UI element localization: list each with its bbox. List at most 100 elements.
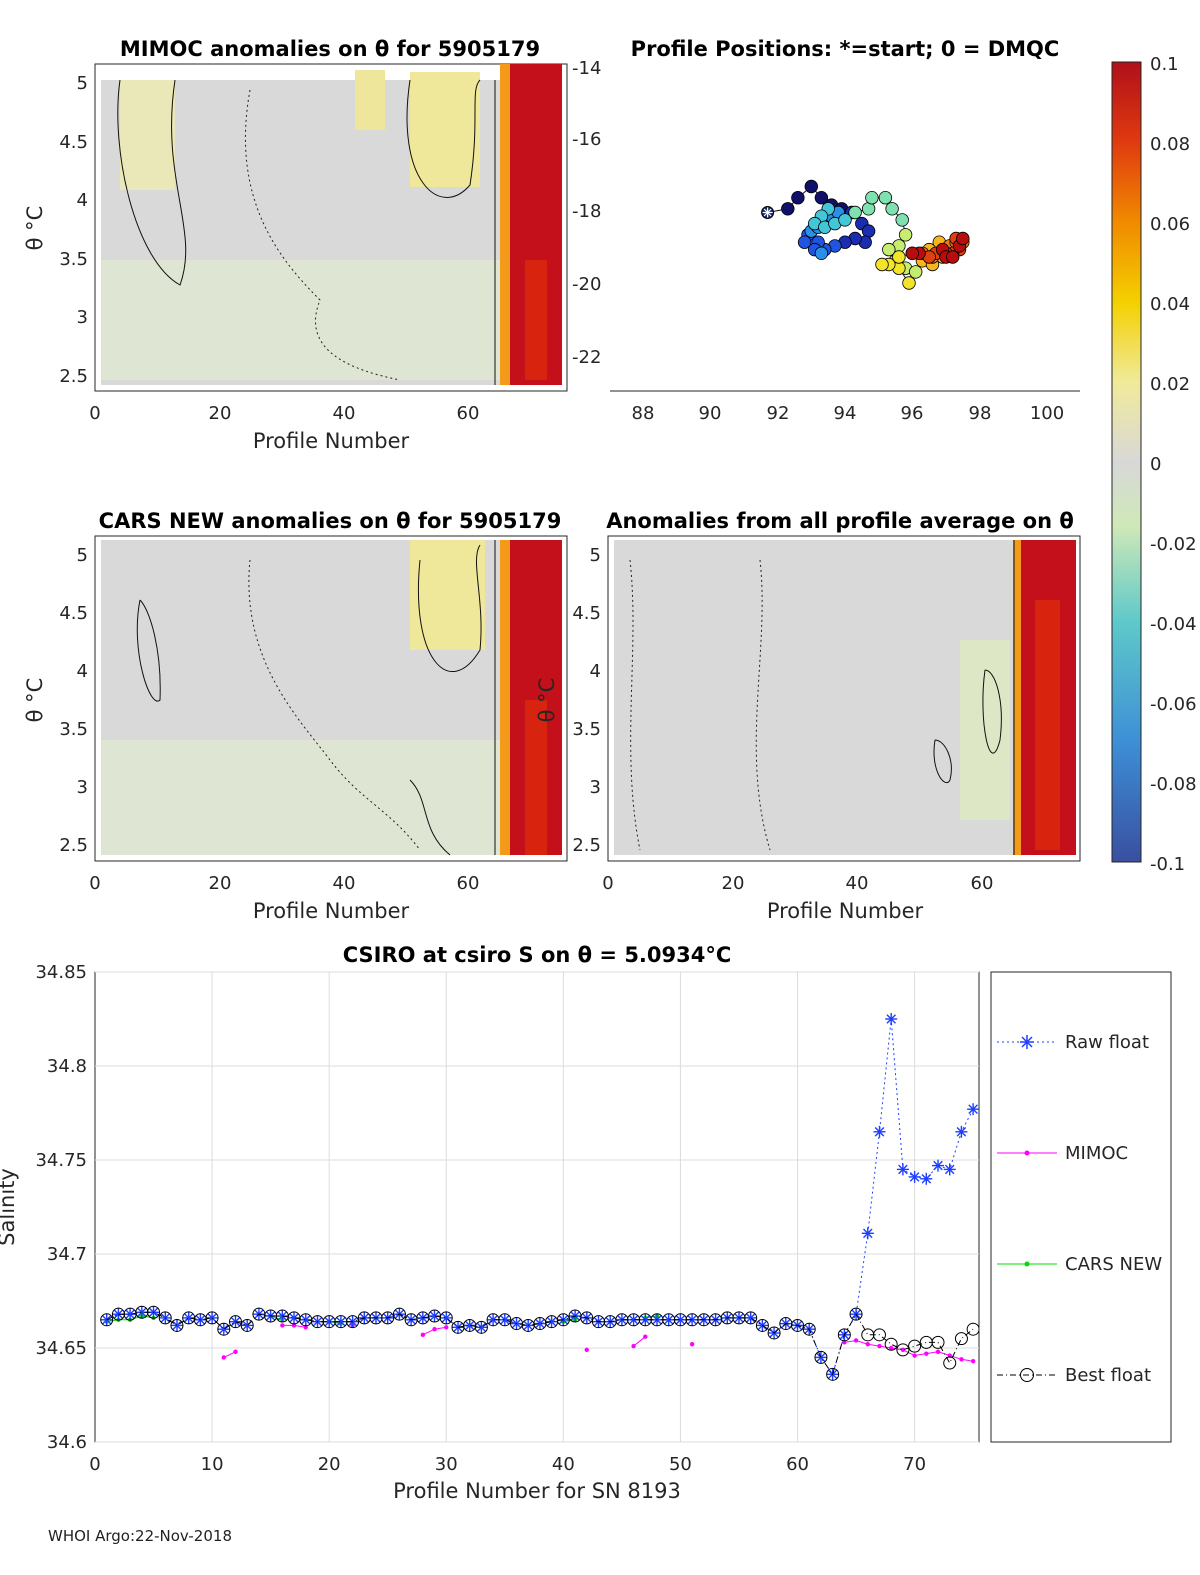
salinity-axes — [94, 971, 980, 1443]
xtick: 60 — [786, 1454, 809, 1475]
ytick: 3.5 — [59, 719, 88, 740]
cars-warm-patch — [410, 540, 485, 650]
colorbar-tick: 0.04 — [1150, 294, 1190, 315]
xtick: 30 — [435, 1454, 458, 1475]
colorbar-tick: -0.04 — [1150, 614, 1197, 635]
legend-item-cars-new: CARS NEW — [997, 1254, 1162, 1275]
point-best-float — [158, 1311, 172, 1325]
colorbar-tick: 0.1 — [1150, 54, 1179, 75]
position-point — [882, 242, 896, 257]
xtick: 40 — [333, 873, 356, 894]
avg-contour-dotted-2 — [629, 559, 641, 851]
point-mimoc — [935, 1349, 941, 1354]
legend-item-best-float: Best float — [997, 1365, 1151, 1386]
avg-panel: Anomalies from all profile average on θ … — [535, 509, 1081, 923]
cars-orange-strip — [500, 540, 510, 855]
point-mimoc — [900, 1347, 906, 1353]
colorbar-tick: -0.02 — [1150, 534, 1197, 555]
position-point — [814, 190, 829, 205]
ytick: -16 — [572, 129, 601, 150]
ytick: 34.7 — [47, 1244, 87, 1265]
ytick: 4.5 — [59, 132, 88, 153]
point-best-float — [896, 1343, 910, 1357]
salinity-ylabel: Salinity — [0, 1168, 19, 1246]
ytick: -20 — [572, 274, 601, 295]
ytick: 5 — [77, 545, 88, 566]
point-best-float — [346, 1315, 360, 1329]
position-start-marker — [761, 206, 775, 219]
ytick: -14 — [572, 58, 601, 79]
xtick: 20 — [209, 403, 232, 424]
legend-box — [990, 971, 1172, 1443]
cars-yticks: 5 4.5 4 3.5 3 2.5 — [59, 545, 88, 856]
dot-marker-icon — [1024, 1150, 1030, 1156]
point-best-float — [381, 1311, 395, 1325]
xtick: 0 — [89, 403, 100, 424]
ytick: 4 — [77, 190, 88, 211]
legend-item-mimoc: MIMOC — [997, 1143, 1128, 1164]
point-raw-float — [873, 1125, 886, 1138]
position-point — [905, 246, 920, 261]
ytick: 4 — [590, 661, 601, 682]
point-mimoc — [947, 1353, 952, 1358]
position-point — [892, 250, 906, 264]
point-best-float — [755, 1318, 769, 1332]
cars-contour-2 — [418, 544, 482, 672]
position-point — [865, 190, 879, 205]
point-raw-float — [955, 1125, 968, 1138]
point-raw-float — [171, 1319, 183, 1332]
cars-contour-1 — [136, 599, 161, 702]
point-mimoc — [877, 1343, 882, 1349]
ytick: 5 — [590, 545, 601, 566]
point-raw-float — [932, 1159, 944, 1172]
position-point — [791, 190, 805, 205]
point-raw-float — [463, 1319, 476, 1332]
point-mimoc — [303, 1325, 308, 1330]
ytick: 4.5 — [572, 603, 601, 624]
colorbar: 0.1 0.08 0.06 0.04 0.02 0 -0.02 -0.04 -0… — [1111, 54, 1197, 875]
point-mimoc — [233, 1349, 238, 1354]
colorbar-tick: -0.1 — [1150, 854, 1185, 875]
positions-panel: Profile Positions: *=start; 0 = DMQC -14… — [566, 37, 1080, 424]
point-raw-float — [229, 1315, 242, 1328]
position-point — [861, 224, 876, 238]
point-mimoc — [865, 1342, 870, 1347]
legend-label-best: Best float — [1065, 1365, 1151, 1386]
cars-panel: CARS NEW anomalies on θ for 5905179 5 4.… — [23, 509, 568, 923]
xtick: 98 — [969, 403, 992, 424]
ytick: 34.85 — [35, 962, 87, 983]
point-raw-float — [323, 1315, 336, 1328]
ytick: 3 — [77, 307, 88, 328]
xtick: 60 — [457, 873, 480, 894]
xtick: 40 — [846, 873, 869, 894]
point-mimoc — [888, 1345, 894, 1351]
positions-xticks: 88 90 92 94 96 98 100 — [632, 403, 1065, 424]
ytick: 4.5 — [59, 603, 88, 624]
point-best-float — [872, 1328, 886, 1342]
avg-title: Anomalies from all profile average on θ — [606, 509, 1074, 533]
ytick: 34.6 — [47, 1432, 87, 1453]
point-raw-float — [522, 1319, 535, 1332]
xtick: 96 — [901, 403, 924, 424]
point-best-float — [439, 1311, 453, 1325]
position-point — [909, 265, 923, 279]
position-point — [898, 228, 913, 242]
point-raw-float — [744, 1311, 757, 1324]
avg-red-band-inner — [1035, 600, 1060, 850]
point-raw-float — [124, 1308, 137, 1321]
positions-yticks: -14 -16 -18 -20 -22 — [572, 58, 601, 368]
colorbar-tick: 0 — [1150, 454, 1161, 475]
ytick: -18 — [572, 201, 601, 222]
position-point — [902, 276, 916, 290]
legend-label-mimoc: MIMOC — [1065, 1143, 1128, 1164]
mimoc-orange-strip — [500, 64, 510, 385]
avg-orange-strip — [1013, 540, 1021, 855]
mimoc-xticks: 0 20 40 60 — [89, 403, 479, 424]
positions-title: Profile Positions: *=start; 0 = DMQC — [631, 37, 1060, 61]
legend-item-raw-float: Raw float — [997, 1032, 1149, 1053]
point-raw-float — [288, 1311, 300, 1324]
point-raw-float — [206, 1311, 219, 1324]
mimoc-contour-2 — [406, 79, 481, 198]
legend: Raw float MIMOC CARS NEW Best float — [990, 971, 1172, 1443]
